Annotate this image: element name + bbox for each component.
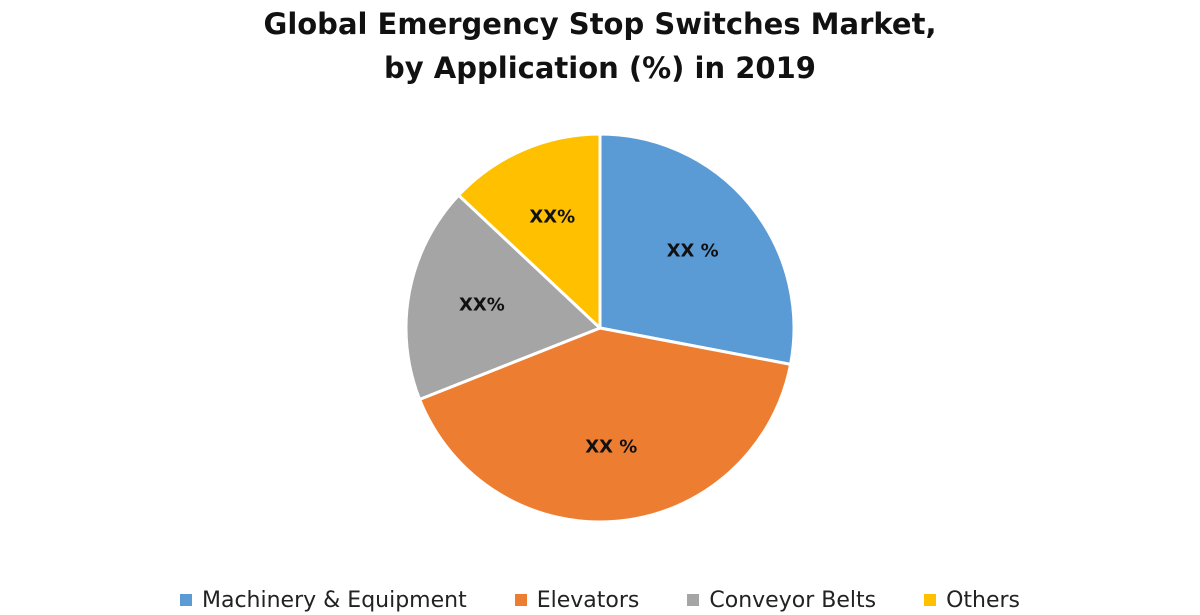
legend-label: Others — [946, 587, 1020, 613]
legend-label: Conveyor Belts — [709, 587, 877, 613]
legend-item-others: Others — [924, 585, 1020, 615]
slice-label-elevators: XX % — [585, 437, 637, 458]
chart-legend: Machinery & Equipment Elevators Conveyor B… — [0, 585, 1200, 615]
legend-swatch — [514, 594, 527, 606]
legend-swatch — [180, 594, 192, 606]
legend-label: Elevators — [536, 587, 640, 613]
legend-item-conveyor-belts: Conveyor Belts — [687, 585, 876, 615]
slice-label-others: XX% — [529, 207, 575, 228]
legend-swatch — [687, 594, 700, 606]
slice-label-conveyor-belts: XX% — [459, 294, 505, 315]
legend-swatch — [924, 594, 937, 606]
slice-label-machinery-and-equipment: XX % — [667, 240, 719, 261]
chart-title-line-2: by Application (%) in 2019 — [384, 51, 816, 85]
pie-slice-others — [457, 132, 602, 330]
legend-label: Machinery & Equipment — [202, 587, 467, 613]
pie-chart: XX % XX % XX% XX% — [404, 132, 796, 524]
pie-slice-elevators — [418, 326, 793, 524]
chart-title-line-1: Global Emergency Stop Switches Market, — [263, 7, 937, 41]
chart-title: Global Emergency Stop Switches Market, b… — [0, 2, 1200, 90]
legend-item-elevators: Elevators — [514, 585, 640, 615]
pie-slice-machinery-and-equipment — [598, 132, 796, 366]
legend-item-machinery-and-equipment: Machinery & Equipment — [180, 585, 467, 615]
pie-slice-conveyor-belts — [404, 193, 602, 401]
